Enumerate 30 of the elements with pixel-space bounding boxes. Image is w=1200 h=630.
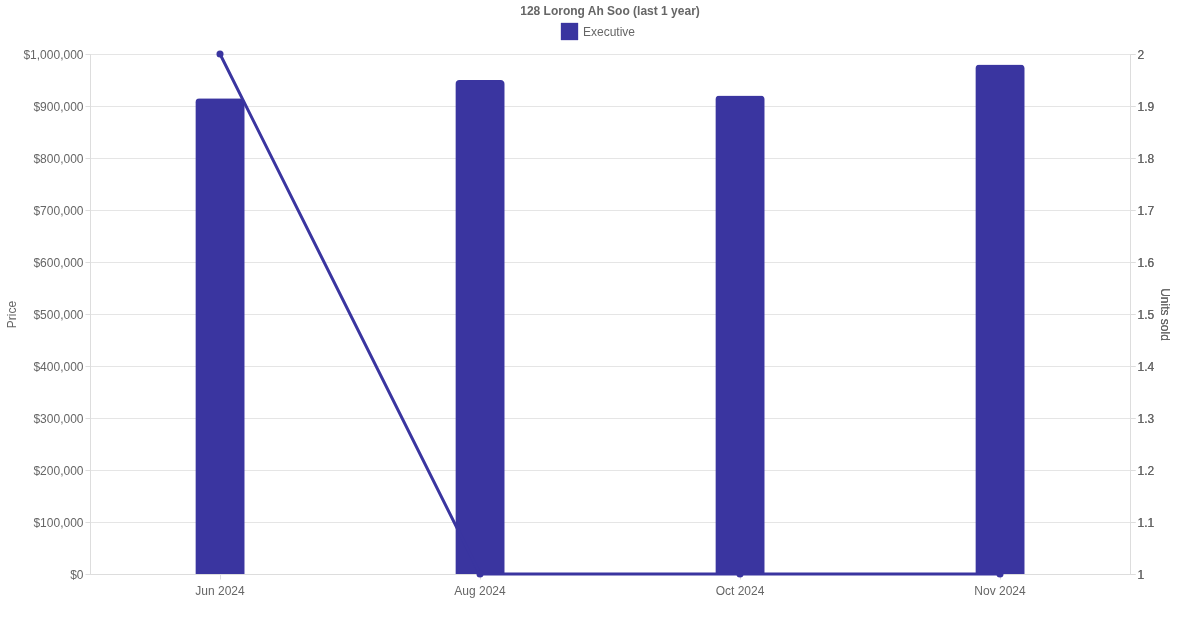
y-tick-label: $800,000 <box>33 151 84 166</box>
y2-axis-title: Units sold <box>1158 288 1173 341</box>
y2-tick-label: 1.1 <box>1137 515 1155 530</box>
y-tick-label: $600,000 <box>33 255 84 270</box>
x-tick-label: Aug 2024 <box>454 583 507 598</box>
y-axis-title: Price <box>5 300 20 329</box>
y2-tick-label: 1 <box>1137 567 1145 582</box>
y2-tick-label: 1.2 <box>1137 463 1155 478</box>
y-tick-label: $400,000 <box>33 359 84 374</box>
y-tick-label: $500,000 <box>33 307 84 322</box>
chart-title: 128 Lorong Ah Soo (last 1 year) <box>520 4 700 18</box>
legend-label: Executive <box>583 24 636 39</box>
y-tick-label: $100,000 <box>33 515 84 530</box>
y-tick-label: $0 <box>70 567 84 582</box>
y2-tick-label: 1.4 <box>1137 359 1155 374</box>
y-tick-label: $200,000 <box>33 463 84 478</box>
x-tick-label: Jun 2024 <box>195 583 246 598</box>
y2-tick-label: 1.9 <box>1137 99 1155 114</box>
y2-tick-label: 1.6 <box>1137 255 1155 270</box>
y2-tick-label: 1.5 <box>1137 307 1155 322</box>
y2-tick-label: 1.3 <box>1137 411 1155 426</box>
x-tick-label: Nov 2024 <box>974 583 1027 598</box>
y-tick-label: $900,000 <box>33 99 84 114</box>
x-tick-label: Oct 2024 <box>715 583 765 598</box>
y2-tick-label: 1.7 <box>1137 203 1155 218</box>
y-tick-label: $1,000,000 <box>23 47 84 62</box>
y2-tick-label: 2 <box>1137 47 1145 62</box>
y2-tick-label: 1.8 <box>1137 151 1155 166</box>
y-tick-label: $300,000 <box>33 411 84 426</box>
y-tick-label: $700,000 <box>33 203 84 218</box>
